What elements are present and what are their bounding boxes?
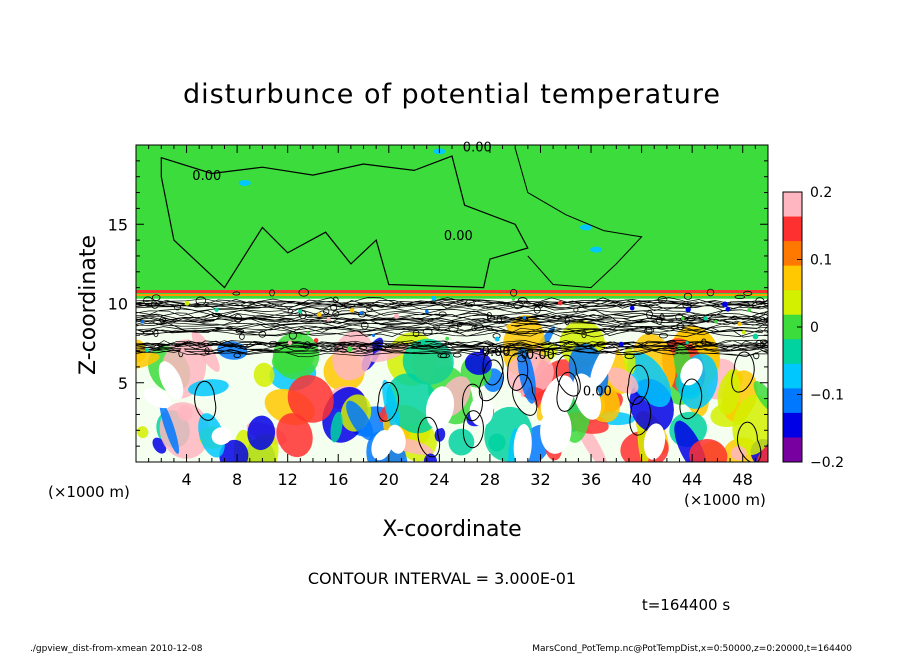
x-unit-label-right: (×1000 m) [684, 491, 766, 509]
y-tick-label: 5 [118, 374, 128, 393]
chart-title: disturbunce of potential temperature [183, 79, 721, 110]
colorbar-swatch [783, 388, 802, 414]
colorbar: 0.2 0.1 0 −0.1 −0.2 [782, 185, 844, 471]
zero-contour-2 [514, 148, 643, 289]
y-tick-label: 10 [108, 295, 128, 314]
band-orange [136, 293, 768, 296]
x-tick-label: 16 [328, 470, 348, 489]
heatmap-field [136, 145, 768, 462]
colorbar-swatch [783, 192, 802, 218]
x-tick-label: 8 [232, 470, 242, 489]
contour-interval-label: CONTOUR INTERVAL = 3.000E-01 [308, 569, 576, 588]
x-tick-label: 24 [429, 470, 449, 489]
colorbar-swatch [783, 412, 802, 438]
colorbar-swatch [783, 216, 802, 242]
x-tick-label: 32 [530, 470, 550, 489]
footer-left: ./gpview_dist-from-xmean 2010-12-08 [30, 644, 203, 654]
colorbar-tick-label: 0.2 [810, 185, 832, 201]
plume-contours [194, 347, 762, 462]
y-axis-label: Z-coordinate [76, 235, 101, 375]
colorbar-swatch [783, 363, 802, 389]
colorbar-swatch [783, 339, 802, 365]
x-tick-label: 4 [181, 470, 191, 489]
colorbar-tick-label: −0.1 [810, 388, 844, 404]
y-tick-label: 15 [108, 215, 128, 234]
x-tick-label: 36 [581, 470, 601, 489]
x-axis: 4 8 12 16 20 24 28 32 36 40 44 48 [135, 145, 769, 489]
x-tick-label: 48 [733, 470, 753, 489]
footer-right: MarsCond_PotTemp.nc@PotTempDist,x=0:5000… [532, 644, 852, 654]
x-tick-label: 44 [682, 470, 702, 489]
contour-label: 0.00 [583, 384, 612, 399]
y-axis: 5 10 15 [108, 144, 768, 463]
contour-label: 0.00 [526, 348, 555, 363]
x-tick-label: 12 [278, 470, 298, 489]
colorbar-swatch [783, 437, 802, 463]
x-unit-label: (×1000 m) [48, 483, 130, 501]
contour-label: 0.00 [444, 229, 473, 244]
colorbar-tick-label: −0.2 [810, 455, 844, 471]
colorbar-swatch [783, 290, 802, 316]
x-tick-label: 40 [631, 470, 651, 489]
colorbar-swatch [783, 314, 802, 340]
x-tick-label: 20 [379, 470, 399, 489]
colorbar-swatch [783, 241, 802, 267]
contour-label: 0.00 [482, 345, 511, 360]
colorbar-swatch [783, 265, 802, 291]
time-label: t=164400 s [642, 596, 730, 614]
zero-contour [160, 155, 529, 289]
x-axis-label: X-coordinate [382, 517, 521, 542]
colorbar-tick-label: 0 [810, 320, 819, 336]
plot-area: 0.000.000.000.000.000.00 [135, 140, 769, 463]
colorbar-tick-label: 0.1 [810, 253, 832, 269]
band-red [136, 290, 768, 294]
contour-label: 0.00 [192, 169, 221, 184]
x-tick-label: 28 [480, 470, 500, 489]
